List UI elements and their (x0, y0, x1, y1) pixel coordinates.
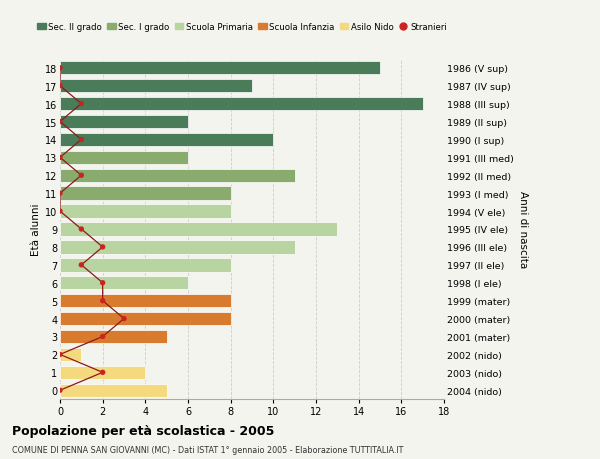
Bar (60, 223, 337, 236)
Point (77, 136, 86, 144)
Text: Popolazione per età scolastica - 2005: Popolazione per età scolastica - 2005 (12, 424, 274, 437)
Point (55, 387, 65, 394)
Point (98, 369, 107, 376)
Bar (60, 258, 230, 272)
Bar (60, 205, 230, 218)
Point (98, 244, 107, 251)
Bar (60, 169, 295, 183)
Point (55, 208, 65, 215)
Point (55, 190, 65, 197)
Point (55, 351, 65, 358)
Y-axis label: Anni di nascita: Anni di nascita (518, 191, 527, 268)
Bar (60, 366, 145, 379)
Point (98, 333, 107, 341)
Point (55, 154, 65, 162)
Point (98, 280, 107, 287)
Point (55, 83, 65, 90)
Point (119, 315, 129, 323)
Point (77, 101, 86, 108)
Y-axis label: Età alunni: Età alunni (31, 203, 41, 256)
Bar (60, 116, 188, 129)
Bar (60, 276, 188, 290)
Bar (60, 62, 380, 75)
Bar (60, 312, 230, 325)
Bar (60, 98, 422, 111)
Bar (60, 134, 274, 147)
Point (98, 297, 107, 305)
Bar (60, 187, 230, 201)
Bar (60, 294, 230, 308)
Text: COMUNE DI PENNA SAN GIOVANNI (MC) - Dati ISTAT 1° gennaio 2005 - Elaborazione TU: COMUNE DI PENNA SAN GIOVANNI (MC) - Dati… (12, 445, 403, 454)
Point (77, 172, 86, 179)
Point (55, 65, 65, 72)
Point (77, 262, 86, 269)
Bar (60, 80, 252, 93)
Bar (60, 348, 82, 361)
Point (55, 118, 65, 126)
Bar (60, 241, 295, 254)
Bar (60, 151, 188, 165)
Point (77, 226, 86, 233)
Bar (60, 330, 167, 343)
Legend: Sec. II grado, Sec. I grado, Scuola Primaria, Scuola Infanzia, Asilo Nido, Stran: Sec. II grado, Sec. I grado, Scuola Prim… (34, 20, 451, 36)
Bar (60, 384, 167, 397)
